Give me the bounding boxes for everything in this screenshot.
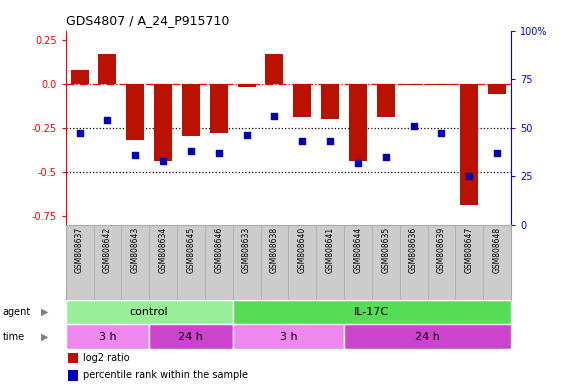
- Point: [270, 113, 279, 119]
- Point: [131, 152, 140, 158]
- Point: [353, 159, 363, 166]
- Bar: [66, 300, 233, 324]
- Bar: [266, 54, 283, 84]
- Text: GSM808644: GSM808644: [353, 227, 363, 273]
- Bar: [66, 324, 149, 349]
- Bar: [321, 84, 339, 119]
- Text: log2 ratio: log2 ratio: [83, 353, 129, 363]
- Bar: [126, 84, 144, 140]
- Bar: [344, 225, 372, 300]
- Text: GSM808639: GSM808639: [437, 227, 446, 273]
- Point: [242, 132, 251, 139]
- Bar: [154, 84, 172, 161]
- Text: ▶: ▶: [41, 332, 49, 342]
- Bar: [68, 370, 78, 381]
- Bar: [344, 324, 511, 349]
- Text: control: control: [130, 307, 168, 317]
- Bar: [122, 225, 149, 300]
- Bar: [233, 324, 344, 349]
- Bar: [233, 225, 260, 300]
- Bar: [94, 225, 122, 300]
- Point: [159, 157, 168, 164]
- Bar: [210, 84, 228, 133]
- Bar: [349, 84, 367, 161]
- Bar: [288, 225, 316, 300]
- Bar: [460, 84, 478, 205]
- Text: GSM808634: GSM808634: [159, 227, 168, 273]
- Bar: [177, 225, 205, 300]
- Point: [465, 173, 474, 179]
- Text: GSM808642: GSM808642: [103, 227, 112, 273]
- Text: IL-17C: IL-17C: [354, 307, 389, 317]
- Text: GSM808633: GSM808633: [242, 227, 251, 273]
- Bar: [68, 353, 78, 363]
- Text: GSM808643: GSM808643: [131, 227, 140, 273]
- Bar: [488, 84, 506, 94]
- Text: GSM808636: GSM808636: [409, 227, 418, 273]
- Point: [186, 148, 195, 154]
- Text: GSM808638: GSM808638: [270, 227, 279, 273]
- Text: ▶: ▶: [41, 307, 49, 317]
- Point: [325, 138, 335, 144]
- Point: [75, 131, 84, 137]
- Bar: [405, 84, 423, 85]
- Bar: [205, 225, 233, 300]
- Text: 24 h: 24 h: [415, 332, 440, 342]
- Text: GSM808646: GSM808646: [214, 227, 223, 273]
- Bar: [238, 84, 256, 87]
- Bar: [456, 225, 483, 300]
- Bar: [71, 70, 89, 84]
- Point: [214, 150, 223, 156]
- Text: GSM808637: GSM808637: [75, 227, 84, 273]
- Text: 24 h: 24 h: [179, 332, 203, 342]
- Text: agent: agent: [3, 307, 31, 317]
- Text: GSM808641: GSM808641: [325, 227, 335, 273]
- Bar: [432, 84, 451, 85]
- Text: GSM808648: GSM808648: [493, 227, 502, 273]
- Text: GSM808647: GSM808647: [465, 227, 474, 273]
- Bar: [149, 324, 233, 349]
- Bar: [372, 225, 400, 300]
- Bar: [428, 225, 456, 300]
- Bar: [66, 225, 94, 300]
- Text: 3 h: 3 h: [99, 332, 116, 342]
- Text: 3 h: 3 h: [280, 332, 297, 342]
- Point: [381, 154, 391, 160]
- Point: [297, 138, 307, 144]
- Bar: [98, 54, 116, 84]
- Bar: [316, 225, 344, 300]
- Text: percentile rank within the sample: percentile rank within the sample: [83, 370, 248, 381]
- Point: [437, 131, 446, 137]
- Point: [103, 117, 112, 123]
- Bar: [260, 225, 288, 300]
- Bar: [182, 84, 200, 136]
- Text: GSM808640: GSM808640: [297, 227, 307, 273]
- Bar: [149, 225, 177, 300]
- Point: [493, 150, 502, 156]
- Text: GSM808645: GSM808645: [186, 227, 195, 273]
- Text: time: time: [3, 332, 25, 342]
- Bar: [377, 84, 395, 117]
- Bar: [233, 300, 511, 324]
- Text: GDS4807 / A_24_P915710: GDS4807 / A_24_P915710: [66, 14, 229, 27]
- Bar: [400, 225, 428, 300]
- Text: GSM808635: GSM808635: [381, 227, 391, 273]
- Bar: [483, 225, 511, 300]
- Point: [409, 122, 418, 129]
- Bar: [293, 84, 311, 117]
